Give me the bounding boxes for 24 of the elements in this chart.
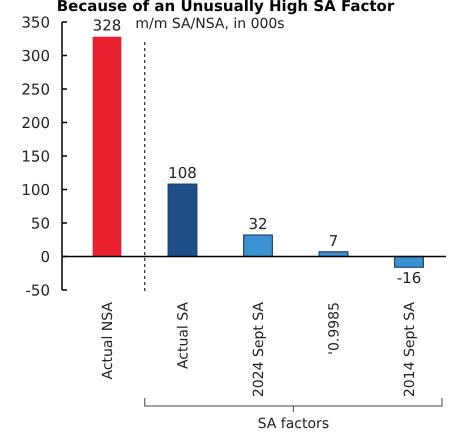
bar: [92, 36, 122, 256]
chart-subtitle: m/m SA/NSA, in 000s: [135, 16, 285, 32]
x-tick-label: Actual NSA: [100, 302, 116, 380]
x-tick-label: 2014 Sept SA: [402, 302, 418, 398]
y-tick-label: -50: [26, 281, 50, 300]
x-tick-label: 2024 Sept SA: [251, 302, 267, 398]
y-tick-label: 0: [40, 248, 50, 266]
bar: [168, 184, 198, 258]
data-label: 7: [328, 232, 338, 250]
y-tick-label: 150: [21, 147, 50, 166]
x-tick-label: Actual SA: [176, 302, 192, 370]
y-tick-label: 50: [30, 214, 50, 232]
bar: [243, 234, 273, 258]
y-tick-label: 300: [21, 46, 50, 65]
data-label: 32: [248, 215, 268, 234]
y-tick-label: 200: [21, 114, 50, 132]
data-label: 328: [92, 16, 122, 35]
data-label: 108: [168, 164, 197, 182]
y-tick-label: 100: [21, 180, 50, 199]
data-label: -16: [396, 269, 422, 288]
y-tick-label: 350: [21, 13, 50, 32]
y-tick-label: 250: [21, 80, 50, 98]
x-tick-label: '0.9985: [326, 302, 342, 355]
text: SA factors: [258, 416, 330, 432]
